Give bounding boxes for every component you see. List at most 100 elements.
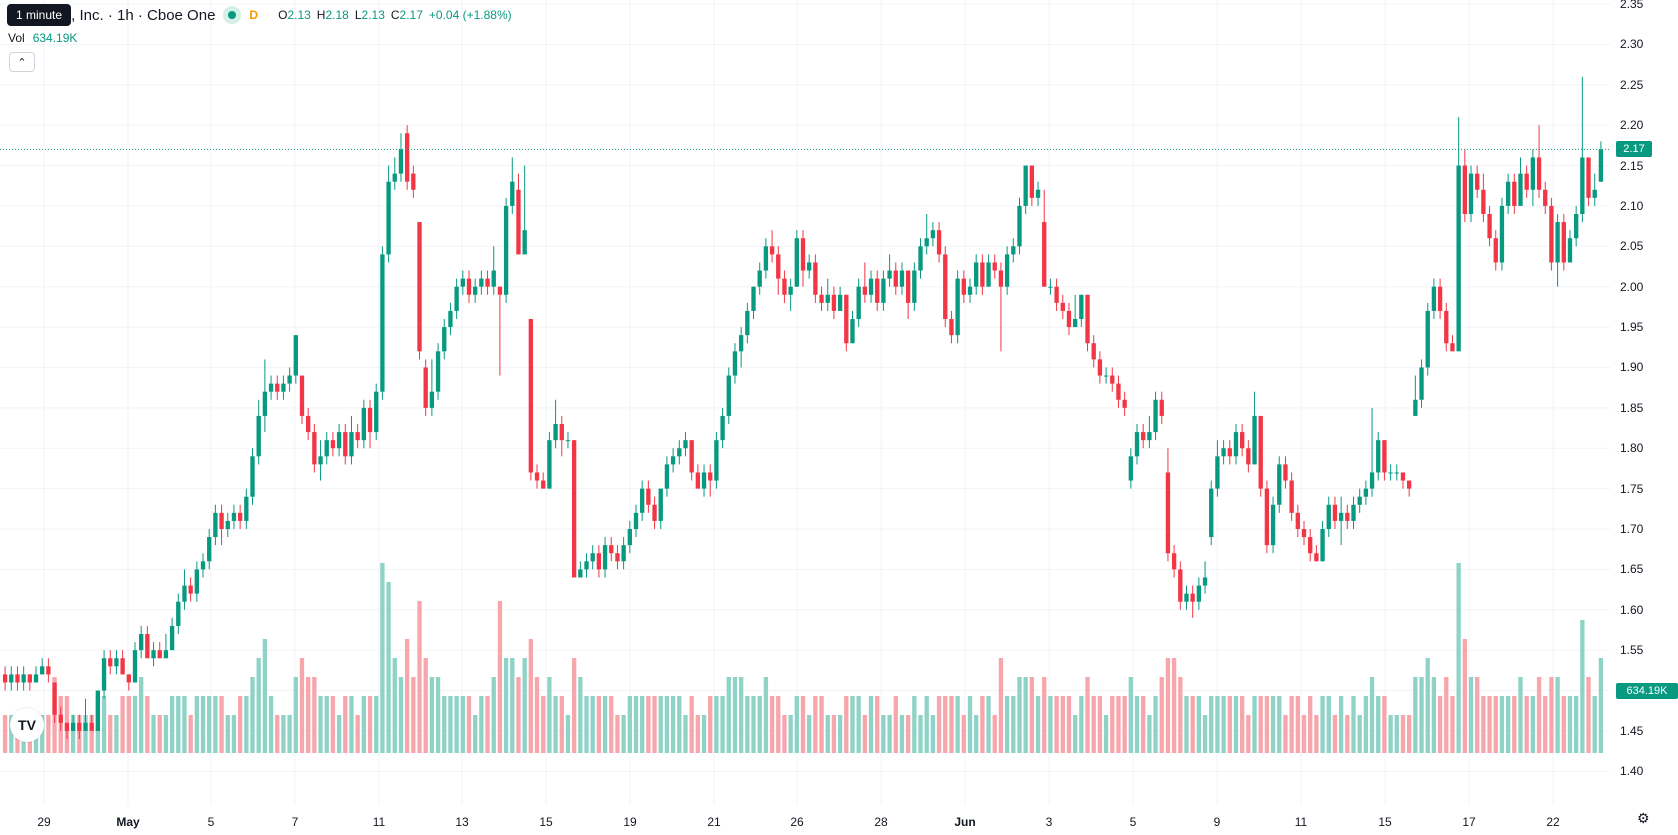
time-tick-label: 19	[623, 815, 637, 829]
volume-bar	[930, 715, 936, 753]
candle-body	[275, 383, 280, 392]
volume-bar	[151, 715, 156, 753]
volume-bar	[392, 658, 397, 753]
volume-bar	[1462, 639, 1467, 753]
volume-bar	[386, 582, 391, 753]
candle-body	[1072, 319, 1078, 328]
volume-bar	[330, 696, 336, 753]
open-value: 2.13	[287, 8, 311, 22]
volume-bar	[936, 696, 942, 753]
volume-bar	[1357, 715, 1362, 753]
volume-bar	[1270, 696, 1276, 753]
gear-icon[interactable]: ⚙	[1637, 810, 1650, 826]
volume-bar	[1512, 696, 1517, 753]
volume-bar	[355, 715, 360, 753]
candle-body	[708, 472, 713, 481]
volume-bar	[1450, 696, 1455, 753]
candle-body	[417, 222, 422, 352]
market-status-icon[interactable]	[223, 6, 242, 24]
volume-bar	[677, 696, 682, 753]
volume-bar	[1277, 696, 1282, 753]
volume-bar	[1561, 696, 1566, 753]
candle-body	[1536, 157, 1542, 190]
volume-bar	[1215, 696, 1220, 753]
candle-body	[670, 456, 676, 465]
volume-bar	[1425, 658, 1430, 753]
volume-bar	[2, 715, 8, 753]
candle-body	[1029, 165, 1035, 198]
delayed-badge[interactable]: D	[249, 8, 259, 22]
volume-bar	[732, 677, 738, 753]
volume-bar	[1394, 715, 1399, 753]
volume-bar	[349, 696, 354, 753]
candle-body	[27, 674, 32, 683]
volume-bar	[763, 677, 769, 753]
volume-bar	[268, 696, 274, 753]
volume-bar	[367, 696, 373, 753]
candle-body	[664, 464, 670, 489]
volume-bar	[380, 563, 385, 753]
candle-body	[1054, 286, 1059, 303]
candle-body	[763, 246, 769, 271]
candle-body	[330, 440, 336, 449]
candle-body	[936, 230, 942, 255]
volume-bar	[1481, 696, 1486, 753]
candle-body	[1178, 569, 1183, 602]
volume-bar	[1190, 696, 1195, 753]
price-tick-label: 1.45	[1620, 723, 1644, 738]
volume-bar	[1301, 715, 1307, 753]
price-tick-label: 2.20	[1620, 118, 1644, 133]
price-tick-label: 1.90	[1620, 360, 1644, 375]
candle-body	[33, 674, 39, 683]
candle-body	[1586, 157, 1591, 198]
candle-body	[1270, 504, 1276, 546]
volume-bar	[176, 696, 181, 753]
time-tick-label: Jun	[954, 815, 976, 829]
volume-bar	[306, 677, 311, 753]
candle-body	[1580, 157, 1585, 215]
volume-bar	[1141, 696, 1146, 753]
candle-body	[751, 286, 756, 311]
candle-body	[1035, 189, 1041, 198]
chevron-up-icon[interactable]: ⌃	[9, 52, 35, 72]
symbol-title[interactable]: ital, Inc. · 1h · Cboe One	[52, 6, 216, 24]
candle-body	[1042, 222, 1047, 287]
volume-bar	[398, 677, 404, 753]
candle-body	[374, 391, 379, 433]
volume-bar	[497, 601, 503, 753]
candle-body	[479, 278, 484, 287]
time-tick-label: 17	[1462, 815, 1476, 829]
candle-body	[367, 407, 373, 433]
candle-body	[1345, 512, 1350, 521]
volume-bar	[1332, 715, 1338, 753]
volume-bar	[1363, 696, 1369, 753]
volume-bar	[837, 715, 843, 753]
candle-body	[640, 488, 645, 513]
price-tick-label: 2.25	[1620, 77, 1644, 92]
candle-body	[256, 415, 261, 457]
volume-bar	[745, 696, 750, 753]
price-tick-label: 1.65	[1620, 562, 1644, 577]
volume-bar	[1122, 696, 1127, 753]
price-tick-label: 2.30	[1620, 37, 1644, 52]
tradingview-logo-icon[interactable]: TV	[10, 708, 44, 742]
candle-body	[1561, 222, 1566, 263]
candle-body	[1468, 173, 1474, 215]
volume-bar	[1004, 696, 1010, 753]
volume-bar	[596, 696, 602, 753]
volume-bar	[1072, 715, 1078, 753]
volume-bar	[1029, 677, 1035, 753]
candle-body	[1091, 343, 1096, 360]
volume-bar	[701, 715, 707, 753]
candle-body	[1246, 448, 1251, 465]
volume-bar	[1574, 696, 1579, 753]
time-tick-label: 3	[1045, 815, 1053, 829]
time-tick-label: 5	[207, 815, 215, 829]
candle-body	[163, 650, 169, 659]
volume-bar	[757, 696, 762, 753]
candle-body	[95, 690, 101, 731]
candle-body	[423, 367, 428, 408]
candles	[2, 76, 1604, 740]
candle-body	[176, 601, 181, 626]
